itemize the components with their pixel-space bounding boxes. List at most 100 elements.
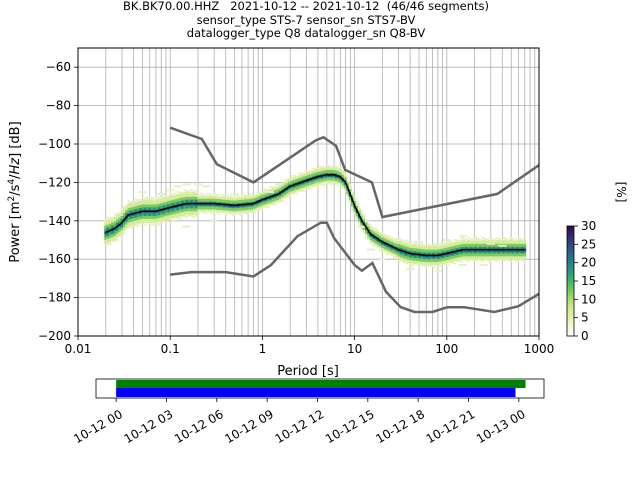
histogram-cell	[106, 242, 110, 245]
histogram-cell	[234, 194, 238, 197]
histogram-cell	[232, 213, 236, 216]
histogram-cell	[444, 263, 447, 266]
histogram-cell	[285, 178, 289, 181]
histogram-cell	[218, 212, 222, 215]
histogram-cell	[520, 259, 524, 262]
histogram-cell	[514, 239, 517, 241]
histogram-cell	[244, 196, 247, 199]
histogram-cell	[378, 258, 387, 261]
histogram-cell	[332, 167, 336, 169]
histogram-cell	[459, 235, 468, 238]
histogram-cell	[425, 265, 429, 268]
histogram-cell	[451, 261, 454, 264]
title-line-sensor: sensor_type STS-7 sensor_sn STS7-BV	[196, 12, 416, 27]
histogram-cell	[120, 208, 124, 211]
histogram-cell	[348, 201, 352, 204]
histogram-cell	[220, 196, 224, 199]
histogram-cell	[202, 211, 205, 214]
histogram-cell	[197, 194, 201, 197]
y-tick-label: −100	[38, 137, 71, 151]
histogram-cell	[423, 264, 427, 267]
histogram-cell	[395, 240, 399, 243]
histogram-cell	[244, 211, 247, 214]
histogram-cell	[502, 260, 506, 263]
histogram-cell	[479, 239, 482, 241]
histogram-cell	[483, 238, 487, 241]
histogram-cell	[250, 211, 254, 214]
histogram-cell	[260, 208, 264, 211]
y-tick-label: −60	[46, 60, 71, 74]
histogram-cell	[490, 238, 494, 241]
histogram-cell	[157, 198, 161, 201]
histogram-cell	[404, 262, 408, 265]
histogram-cell	[139, 199, 143, 202]
histogram-cell	[358, 224, 361, 227]
histogram-cell	[292, 175, 296, 178]
histogram-cell	[337, 184, 340, 187]
histogram-cell	[237, 212, 240, 215]
histogram-cell	[415, 240, 424, 243]
histogram-cell	[397, 260, 401, 263]
histogram-cell	[127, 226, 131, 229]
histogram-cell	[209, 211, 212, 214]
x-tick-label: 0.1	[161, 342, 180, 356]
histogram-cell	[411, 264, 415, 267]
histogram-cell	[183, 192, 187, 195]
histogram-cell	[490, 239, 494, 242]
y-tick-label: −140	[38, 214, 71, 228]
histogram-cell	[483, 239, 487, 242]
histogram-cell	[397, 240, 401, 243]
histogram-cell	[176, 193, 180, 196]
histogram-cell	[246, 195, 250, 198]
histogram-cell	[409, 263, 413, 266]
histogram-cell	[178, 193, 182, 196]
histogram-cell	[448, 242, 452, 245]
histogram-cell	[334, 165, 338, 168]
histogram-cell	[448, 241, 452, 244]
histogram-cell	[223, 196, 226, 199]
x-tick-label: 100	[435, 342, 458, 356]
histogram-cell	[385, 252, 389, 255]
histogram-cell	[109, 242, 112, 245]
histogram-cell	[481, 239, 485, 242]
histogram-cell	[467, 239, 471, 242]
histogram-cell	[495, 260, 499, 263]
histogram-cell	[234, 197, 238, 200]
histogram-cell	[153, 198, 157, 201]
histogram-cell	[504, 238, 508, 241]
histogram-cell	[365, 236, 368, 239]
histogram-cell	[166, 189, 175, 192]
histogram-cell	[369, 226, 373, 229]
histogram-cell	[216, 194, 219, 197]
ppsd-histogram	[104, 164, 527, 272]
histogram-cell	[244, 194, 247, 197]
histogram-cell	[481, 237, 485, 240]
title-line-datalogger: datalogger_type Q8 datalogger_sn Q8-BV	[186, 26, 426, 40]
histogram-cell	[434, 245, 438, 248]
histogram-cell	[192, 190, 196, 193]
histogram-cell	[306, 187, 310, 190]
histogram-cell	[213, 193, 217, 196]
histogram-cell	[120, 211, 124, 214]
time-tick-label: 10-12 18	[373, 407, 427, 446]
histogram-cell	[155, 222, 159, 225]
histogram-cell	[486, 239, 489, 241]
histogram-cell	[299, 174, 303, 177]
histogram-cell	[500, 239, 503, 241]
histogram-cell	[479, 259, 482, 262]
histogram-cell	[213, 195, 217, 198]
histogram-cell	[353, 198, 357, 201]
histogram-cell	[202, 193, 205, 196]
histogram-cell	[122, 208, 126, 211]
histogram-cell	[341, 171, 345, 174]
histogram-cell	[285, 195, 289, 198]
histogram-cell	[365, 218, 368, 221]
histogram-cell	[397, 237, 401, 240]
histogram-cell	[141, 199, 145, 202]
histogram-cell	[132, 201, 136, 204]
histogram-cell	[146, 198, 150, 201]
histogram-cell	[381, 234, 385, 237]
histogram-cell	[511, 238, 515, 241]
histogram-cell	[444, 243, 447, 246]
histogram-cell	[486, 259, 489, 262]
